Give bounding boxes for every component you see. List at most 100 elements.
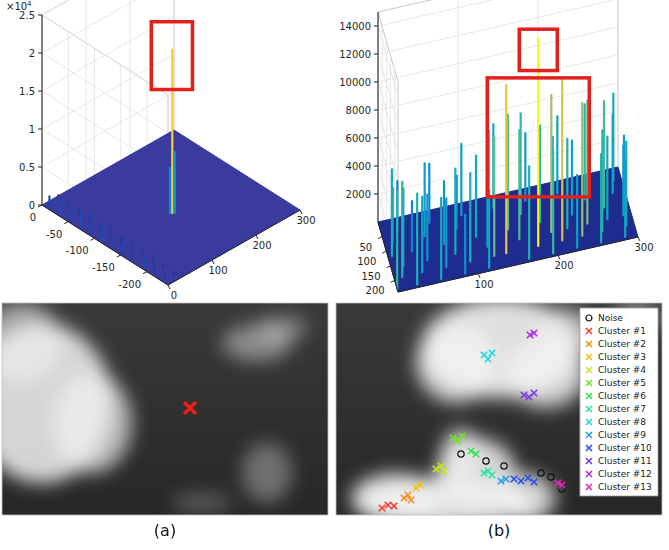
clouds (351, 303, 661, 515)
legend-label: Cluster #9 (598, 430, 646, 440)
spike (440, 198, 442, 279)
grid-line (42, 15, 43, 205)
legend-label: Cluster #13 (598, 482, 652, 492)
y-axis-line (42, 205, 168, 285)
legend-label: Cluster #3 (598, 352, 646, 362)
tick-label: 12000 (339, 49, 371, 60)
spike (169, 168, 171, 214)
spike (445, 198, 447, 267)
spike (624, 160, 626, 237)
cloud (496, 473, 556, 515)
spike (460, 144, 462, 215)
tick-label: 14000 (339, 21, 371, 32)
image-panel: (a) (0, 303, 328, 540)
grid-line (130, 0, 131, 155)
tick (38, 91, 42, 92)
point (441, 468, 447, 474)
legend-marker (586, 393, 592, 399)
tick-label: -50 (46, 229, 62, 240)
cloud (351, 473, 441, 515)
spike (143, 256, 145, 267)
tick (478, 274, 480, 278)
point (483, 458, 489, 464)
point (489, 350, 495, 356)
tick (374, 26, 378, 27)
image-frame (2, 303, 328, 515)
spike (164, 274, 166, 281)
tick (300, 210, 302, 214)
spike (69, 208, 71, 220)
spike (469, 173, 471, 261)
tick-label: -150 (92, 262, 115, 273)
spike (428, 164, 430, 223)
tick-label: 2 (29, 48, 35, 59)
spike (111, 237, 113, 247)
spike (443, 181, 445, 244)
legend-label: Cluster #12 (598, 469, 652, 479)
cloud (416, 323, 496, 403)
legend-marker (586, 445, 592, 451)
tick (38, 15, 42, 16)
tick-label: 150 (361, 271, 380, 282)
tick-label: 4000 (346, 161, 371, 172)
tick (374, 166, 378, 167)
tick (374, 54, 378, 55)
cloud (257, 316, 307, 340)
x-axis-line (398, 237, 638, 292)
tick-label: 300 (296, 215, 315, 226)
multiplier-exponent: 4 (27, 0, 32, 8)
tick (387, 266, 391, 268)
tick-label: 100 (357, 256, 376, 267)
spike (171, 50, 173, 213)
spike (48, 196, 50, 207)
tick (212, 260, 214, 264)
spike (600, 154, 602, 242)
spike (556, 116, 558, 193)
grid-line (42, 0, 174, 133)
tick-label: 100 (474, 279, 493, 290)
highlight-box (487, 78, 589, 197)
tick-label: 0.5 (19, 162, 35, 173)
tick-label: 10000 (339, 77, 371, 88)
tick-label: 1 (29, 124, 35, 135)
tick-label: 0 (29, 200, 35, 211)
caption: (a) (154, 521, 176, 540)
spike (552, 150, 554, 254)
clouds (2, 303, 307, 513)
caption: (b) (488, 521, 511, 540)
legend-marker (586, 419, 592, 425)
spike (584, 104, 586, 199)
spike (424, 163, 426, 236)
tick-label: 8000 (346, 105, 371, 116)
legend-label: Cluster #4 (598, 365, 646, 375)
markers (184, 402, 196, 414)
legend: NoiseCluster #1Cluster #2Cluster #3Clust… (580, 308, 658, 496)
legend-label: Cluster #6 (598, 391, 646, 401)
floor (42, 130, 300, 285)
legend-label: Cluster #10 (598, 443, 652, 453)
spike (475, 156, 477, 237)
spike (132, 251, 134, 260)
legend-marker (586, 432, 592, 438)
legend-marker (586, 315, 592, 321)
tick (91, 238, 95, 240)
tick (256, 235, 258, 239)
grid-line (42, 15, 43, 205)
legend-label: Cluster #5 (598, 378, 646, 388)
point (385, 502, 391, 508)
tick (374, 82, 378, 83)
point (531, 390, 537, 396)
tick-label: 0 (30, 212, 36, 223)
legend-marker (586, 380, 592, 386)
cloud (242, 443, 292, 503)
point (473, 451, 479, 457)
spike (80, 212, 82, 227)
tick-label: 300 (634, 242, 653, 253)
tick (38, 205, 42, 207)
tick-label: 0 (171, 290, 177, 301)
legend-marker (586, 406, 592, 412)
spike (110, 228, 112, 236)
figure: 00.511.522.501002003000-50-100-150-200×1… (0, 0, 669, 550)
spike (606, 137, 608, 220)
legend-label: Cluster #11 (598, 456, 652, 466)
